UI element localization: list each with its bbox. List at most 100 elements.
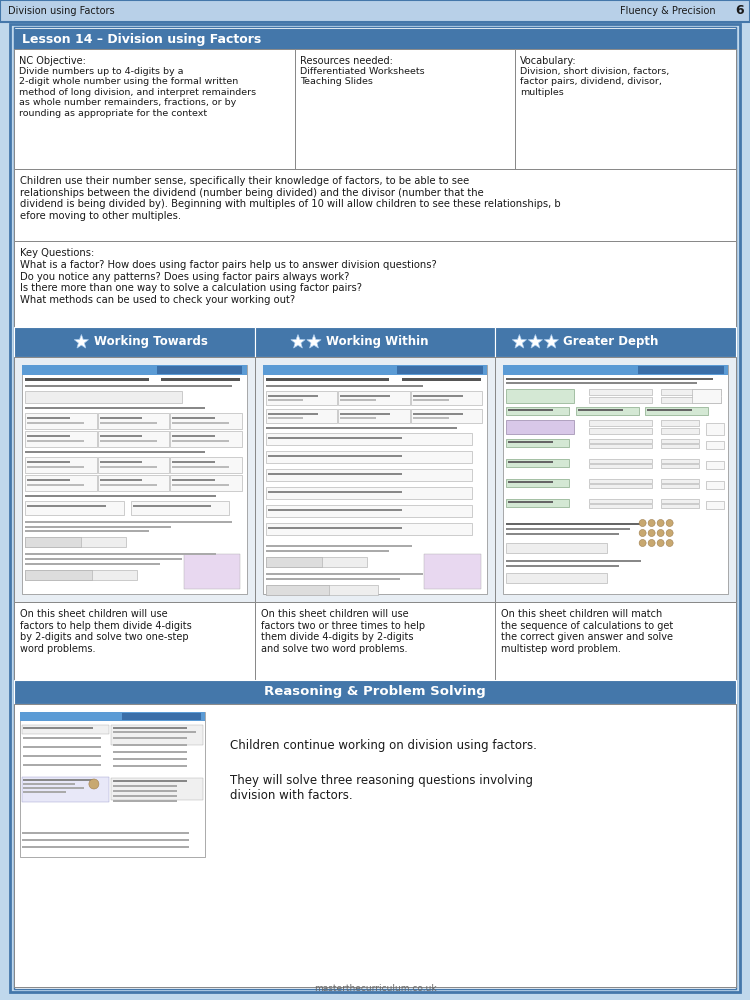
Bar — [506, 528, 630, 530]
Circle shape — [657, 540, 664, 546]
Text: Children use their number sense, specifically their knowledge of factors, to be : Children use their number sense, specifi… — [20, 176, 560, 221]
Bar — [100, 466, 157, 468]
Bar — [661, 428, 699, 434]
Bar — [172, 461, 215, 462]
Bar — [413, 413, 463, 414]
Bar — [506, 523, 641, 525]
Bar — [506, 439, 569, 447]
Bar — [576, 407, 639, 415]
Bar — [14, 602, 255, 680]
Bar — [25, 570, 92, 580]
Bar — [113, 751, 187, 752]
Bar — [25, 570, 137, 580]
Bar — [23, 779, 92, 780]
Bar — [266, 409, 338, 423]
Bar — [170, 457, 242, 473]
Bar — [14, 241, 736, 327]
Bar — [266, 378, 389, 380]
Bar — [25, 495, 216, 497]
Bar — [266, 550, 389, 552]
Bar — [22, 839, 188, 840]
Text: Children continue working on division using factors.: Children continue working on division us… — [230, 739, 537, 752]
Polygon shape — [74, 334, 88, 348]
Bar — [268, 455, 403, 456]
Text: Greater Depth: Greater Depth — [563, 336, 658, 349]
Bar — [706, 423, 724, 435]
Text: Divide numbers up to 4-digits by a
2-digit whole number using the formal written: Divide numbers up to 4-digits by a 2-dig… — [19, 67, 256, 118]
Bar — [506, 479, 569, 487]
Bar — [506, 389, 574, 403]
Bar — [172, 484, 230, 486]
Bar — [661, 439, 699, 443]
Circle shape — [657, 530, 664, 536]
Bar — [157, 366, 242, 374]
Text: On this sheet children will use
factors two or three times to help
them divide 4: On this sheet children will use factors … — [261, 609, 424, 654]
Bar — [268, 413, 318, 414]
Bar — [661, 484, 699, 488]
Bar — [25, 558, 182, 560]
Bar — [27, 484, 84, 486]
Bar — [509, 501, 554, 502]
Bar — [25, 553, 216, 555]
Circle shape — [89, 779, 99, 789]
Circle shape — [648, 520, 656, 526]
Bar — [268, 417, 304, 418]
Bar — [506, 560, 641, 562]
Bar — [122, 713, 201, 720]
Bar — [20, 712, 205, 721]
Bar — [25, 530, 148, 532]
Bar — [340, 417, 376, 418]
Bar — [413, 395, 463, 396]
Bar — [27, 461, 70, 462]
Bar — [130, 501, 230, 515]
Bar — [255, 357, 495, 602]
Text: What is a factor? How does using factor pairs help us to answer division questio: What is a factor? How does using factor … — [20, 260, 436, 305]
Bar — [14, 704, 736, 987]
Bar — [172, 422, 230, 424]
Bar — [589, 459, 652, 463]
Bar — [113, 758, 187, 760]
Bar — [23, 755, 101, 756]
Bar — [25, 385, 232, 387]
Bar — [14, 29, 736, 49]
Bar — [14, 49, 295, 169]
Circle shape — [666, 520, 674, 526]
Circle shape — [657, 520, 664, 526]
Bar — [25, 475, 97, 491]
Circle shape — [639, 530, 646, 536]
Bar — [706, 501, 724, 509]
Bar — [413, 399, 448, 400]
Bar — [27, 435, 70, 436]
Bar — [661, 389, 722, 395]
Bar — [268, 395, 318, 396]
Bar — [268, 399, 304, 400]
Bar — [295, 49, 515, 169]
Text: Lesson 14 – Division using Factors: Lesson 14 – Division using Factors — [22, 32, 261, 45]
Bar — [647, 409, 692, 410]
Circle shape — [666, 540, 674, 546]
Bar — [172, 417, 215, 418]
Bar — [266, 427, 457, 429]
Bar — [111, 778, 203, 800]
Bar — [266, 545, 412, 547]
Polygon shape — [544, 334, 559, 348]
Text: Key Questions:: Key Questions: — [20, 248, 94, 258]
Bar — [266, 585, 378, 595]
Bar — [706, 481, 724, 489]
Bar — [133, 505, 212, 506]
Bar — [503, 365, 728, 375]
Bar — [509, 409, 554, 410]
Bar — [338, 391, 410, 405]
Bar — [113, 795, 178, 796]
Text: Fluency & Precision: Fluency & Precision — [620, 6, 716, 16]
Text: 6: 6 — [736, 4, 744, 17]
Polygon shape — [307, 334, 321, 348]
Bar — [266, 469, 472, 481]
Bar — [98, 431, 169, 447]
Bar — [638, 366, 724, 374]
Bar — [589, 464, 652, 468]
Bar — [172, 466, 230, 468]
Bar — [14, 357, 255, 602]
Bar — [27, 417, 70, 418]
Bar — [23, 737, 101, 738]
